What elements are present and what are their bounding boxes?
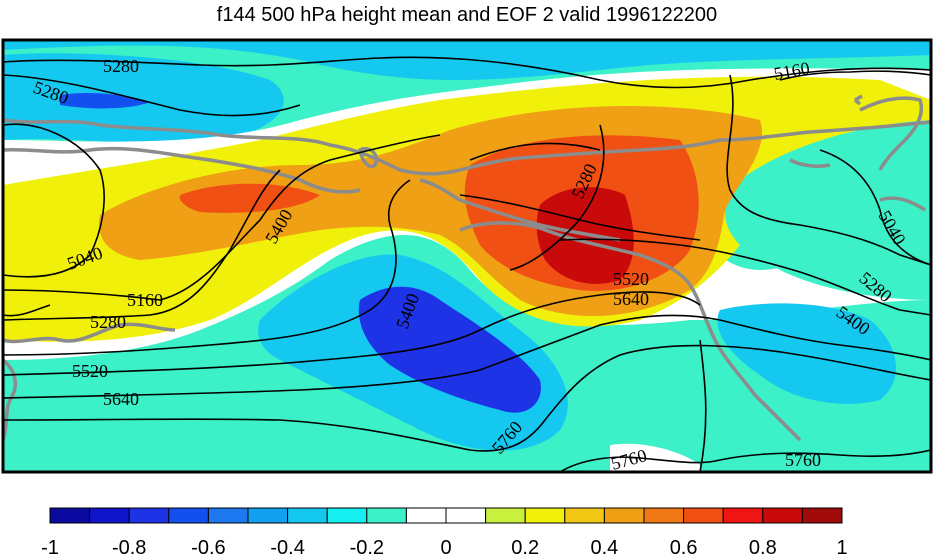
colorbar-tick-label: 0.6 bbox=[670, 537, 698, 558]
colorbar-swatch bbox=[445, 507, 487, 524]
anomaly-fill bbox=[3, 40, 931, 472]
contour-label: 5280 bbox=[103, 56, 139, 76]
colorbar-tick-label: 0.4 bbox=[590, 537, 618, 558]
colorbar-tick-label: -0.8 bbox=[112, 537, 146, 558]
colorbar-swatch bbox=[128, 507, 170, 524]
colorbar-swatch bbox=[247, 507, 289, 524]
contour-label: 5640 bbox=[103, 389, 139, 409]
colorbar-swatch bbox=[643, 507, 685, 524]
colorbar-tick-label: -0.2 bbox=[350, 537, 384, 558]
contour-label: 5520 bbox=[613, 269, 649, 289]
coastlines bbox=[3, 94, 931, 442]
colorbar-swatch bbox=[89, 507, 130, 524]
height-contours bbox=[3, 56, 931, 472]
colorbar-tick-label: 0.8 bbox=[749, 537, 777, 558]
colorbar-swatch bbox=[405, 507, 447, 524]
colorbar-tick-label: 0 bbox=[440, 537, 451, 558]
colorbar-swatch bbox=[801, 507, 843, 524]
colorbar-swatch bbox=[722, 507, 764, 524]
colorbar-swatch bbox=[485, 507, 526, 524]
colorbar-swatch bbox=[762, 507, 803, 524]
colorbar-tick-label: -0.4 bbox=[270, 537, 304, 558]
contour-label: 5160 bbox=[127, 290, 163, 310]
colorbar-swatch bbox=[603, 507, 645, 524]
colorbar-tick-label: 0.2 bbox=[511, 537, 539, 558]
contour-label: 5640 bbox=[613, 289, 649, 309]
colorbar-tick-label: -0.6 bbox=[191, 537, 225, 558]
map-title: f144 500 hPa height mean and EOF 2 valid… bbox=[216, 4, 718, 26]
colorbar-swatch bbox=[524, 507, 566, 524]
colorbar-swatch bbox=[168, 507, 209, 524]
map-frame bbox=[1, 38, 933, 474]
colorbar-swatch bbox=[326, 507, 368, 524]
contour-label: 5760 bbox=[785, 450, 821, 470]
colorbar-tick-label: -1 bbox=[41, 537, 59, 558]
colorbar-swatch bbox=[49, 507, 91, 524]
contour-label: 5280 bbox=[90, 312, 126, 332]
contour-label: 5520 bbox=[72, 361, 108, 381]
colorbar-swatch bbox=[287, 507, 328, 524]
colorbar-swatch bbox=[683, 507, 724, 524]
colorbar-tick-label: 1 bbox=[836, 537, 847, 558]
colorbar-swatch bbox=[207, 507, 249, 524]
colorbar-swatch bbox=[564, 507, 605, 524]
colorbar: -1 -0.8 -0.6 -0.4 -0.2 0 0.2 0.4 0.6 0.8 1 bbox=[41, 507, 848, 558]
colorbar-swatch bbox=[366, 507, 407, 524]
